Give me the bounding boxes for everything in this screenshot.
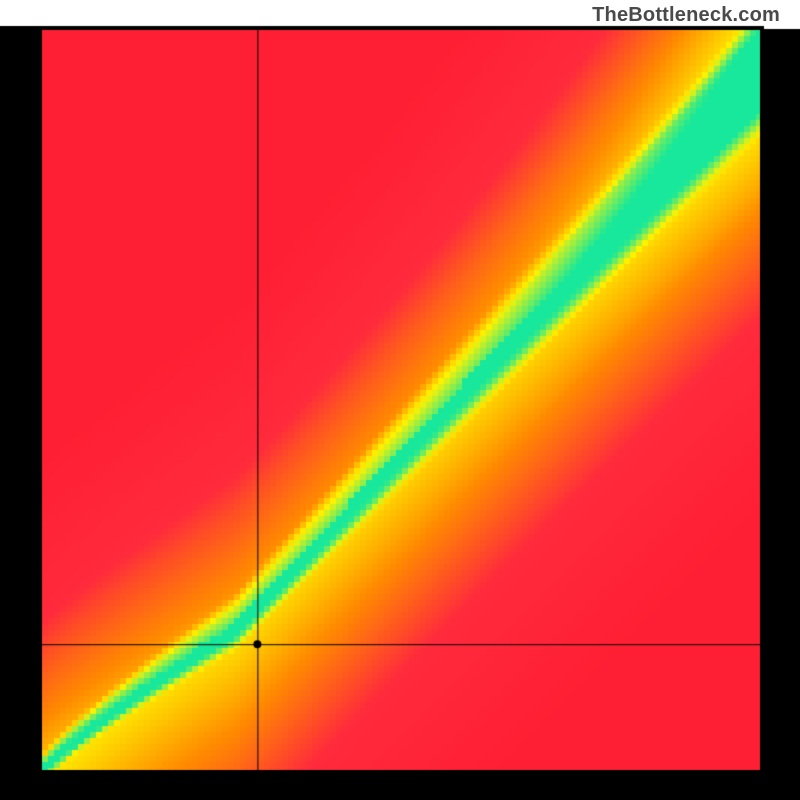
chart-container: TheBottleneck.com xyxy=(0,0,800,800)
watermark-text: TheBottleneck.com xyxy=(592,4,780,27)
bottleneck-heatmap xyxy=(0,0,800,800)
